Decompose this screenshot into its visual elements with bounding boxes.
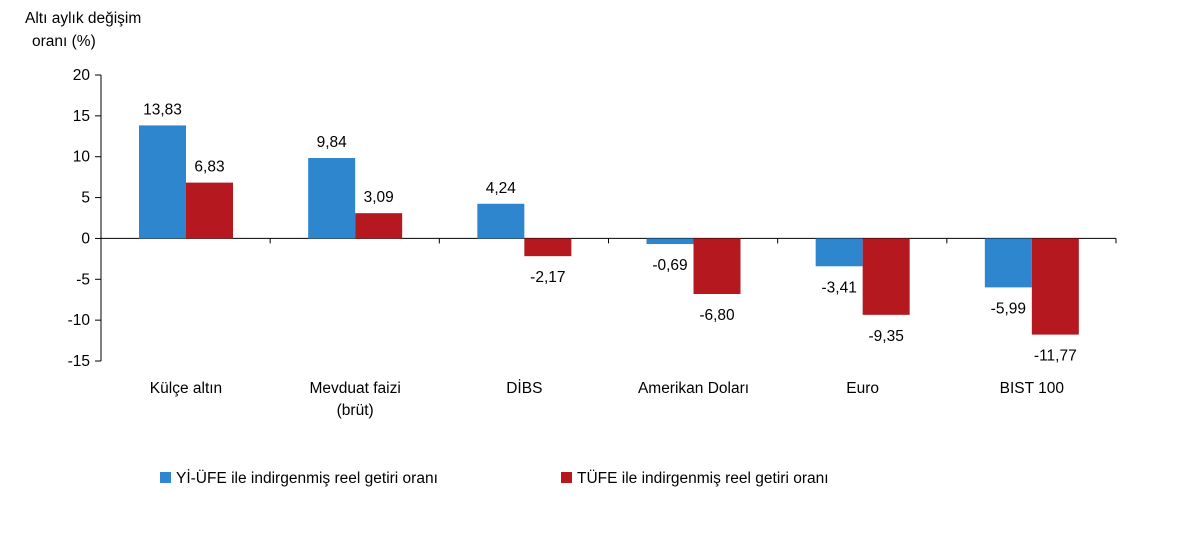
category-label-1: Külçe altın <box>150 380 222 397</box>
bar-series-1-5 <box>815 238 863 267</box>
legend-label-1: Yİ-ÜFE ile indirgenmiş reel getiri oranı <box>176 469 438 487</box>
legend-label-2: TÜFE ile indirgenmiş reel getiri oranı <box>577 469 829 487</box>
category-label-2: (brüt) <box>337 402 374 419</box>
category-label-6: BIST 100 <box>1000 380 1065 397</box>
bars <box>139 125 1079 335</box>
legend-swatch-2 <box>561 472 572 483</box>
data-label-series-1-3: 4,24 <box>486 180 517 197</box>
y-tick-label: 0 <box>81 230 90 247</box>
bar-series-2-2 <box>355 213 403 239</box>
axes: 20 15 10 5 0 -5 -10 -15 <box>68 67 1117 370</box>
data-label-series-2-5: -9,35 <box>868 328 903 345</box>
data-label-series-2-2: 3,09 <box>364 189 394 206</box>
bar-series-1-2 <box>308 158 356 239</box>
data-label-series-1-1: 13,83 <box>143 101 182 118</box>
y-axis-title-line-1: Altı aylık değişim <box>25 10 141 27</box>
bar-series-1-4 <box>646 238 694 245</box>
category-label-2: Mevduat faizi <box>310 380 401 397</box>
bar-series-2-3 <box>524 238 572 257</box>
bar-series-2-4 <box>693 238 741 294</box>
y-tick-label: 15 <box>73 108 90 125</box>
y-tick-label: -5 <box>76 271 90 288</box>
data-label-series-1-2: 9,84 <box>317 134 348 151</box>
data-label-series-1-4: -0,69 <box>652 257 687 274</box>
data-label-series-1-5: -3,41 <box>821 279 856 296</box>
category-label-5: Euro <box>846 380 879 397</box>
bar-series-2-1 <box>186 182 233 239</box>
y-tick-label: -15 <box>68 353 90 370</box>
category-label-4: Amerikan Doları <box>638 380 749 397</box>
category-labels: Külçe altın Mevduat faizi (brüt) DİBS Amerik… <box>150 379 1065 419</box>
y-tick-label: 10 <box>73 149 91 166</box>
y-tick-label: 5 <box>81 190 90 207</box>
data-label-series-2-6: -11,77 <box>1034 348 1077 365</box>
bar-series-1-6 <box>984 238 1032 288</box>
legend-swatch-1 <box>160 472 171 483</box>
data-label-series-2-4: -6,80 <box>699 307 735 324</box>
bar-series-1-3 <box>477 203 525 239</box>
y-tick-label: 20 <box>73 67 91 84</box>
category-label-3: DİBS <box>506 379 542 397</box>
data-label-series-1-6: -5,99 <box>991 300 1026 317</box>
bar-series-2-6 <box>1031 238 1079 335</box>
value-labels: 13,83 9,84 4,24 -0,69 -3,41 -5,99 6,83 3,09 -2,1… <box>143 101 1077 364</box>
legend: Yİ-ÜFE ile indirgenmiş reel getiri oranı… <box>160 469 829 487</box>
bar-series-1-1 <box>139 125 186 239</box>
y-axis-title-line-2: oranı (%) <box>32 33 96 50</box>
data-label-series-2-1: 6,83 <box>194 159 224 176</box>
bar-series-2-5 <box>862 238 910 315</box>
y-tick-label: -10 <box>68 312 91 329</box>
data-label-series-2-3: -2,17 <box>530 269 565 286</box>
